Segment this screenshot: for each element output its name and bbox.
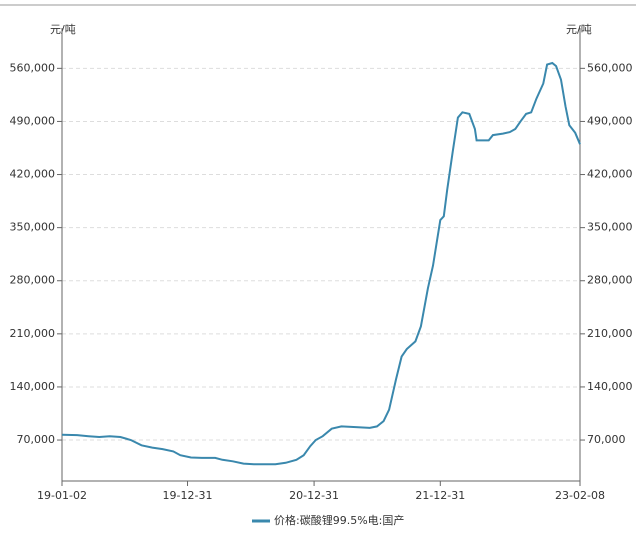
y-tick-label: 280,000 [10, 274, 56, 287]
line [61, 61, 581, 466]
y-tick-label: 210,000 [10, 327, 56, 340]
y-tick-label: 420,000 [10, 168, 56, 181]
y-axis-label: 元/吨 [50, 23, 76, 36]
y2-tick-label: 70,000 [587, 433, 626, 446]
y2-tick-label: 560,000 [587, 61, 633, 74]
x-tick-label: 19-01-02 [37, 489, 87, 502]
y-tick-label: 70,000 [17, 433, 56, 446]
y-tick-label: 350,000 [10, 221, 56, 234]
legend-label: 价格:碳酸锂99.5%电:国产 [274, 513, 404, 527]
y2-tick-label: 140,000 [587, 380, 633, 393]
y-tick-label: 490,000 [10, 114, 56, 127]
y2-tick-label: 210,000 [587, 327, 633, 340]
x-tick-label: 20-12-31 [289, 489, 339, 502]
y2-tick-label: 420,000 [587, 168, 633, 181]
y2-axis-label: 元/吨 [566, 23, 592, 36]
x-tick-label: 21-12-31 [415, 489, 465, 502]
y2-tick-label: 280,000 [587, 274, 633, 287]
y-tick-label: 560,000 [10, 61, 56, 74]
x-tick-label: 23-02-08 [555, 489, 605, 502]
x-tick-label: 19-12-31 [163, 489, 213, 502]
y2-tick-label: 350,000 [587, 221, 633, 234]
y2-tick-label: 490,000 [587, 114, 633, 127]
y-tick-label: 140,000 [10, 380, 56, 393]
